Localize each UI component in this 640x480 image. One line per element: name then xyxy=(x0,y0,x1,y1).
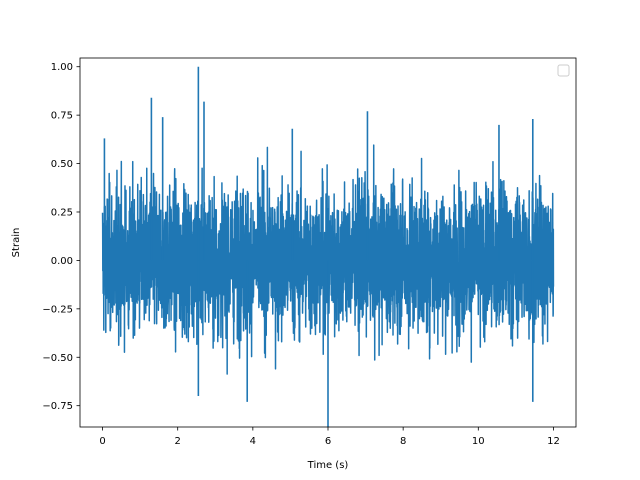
x-tick-label: 2 xyxy=(175,436,181,447)
y-axis-label: Strain xyxy=(11,228,22,258)
y-tick-label: 1.00 xyxy=(51,62,73,73)
y-tick-label: 0.75 xyxy=(51,111,73,122)
x-tick-label: 6 xyxy=(325,436,331,447)
peak-spikes xyxy=(103,66,534,427)
legend-box xyxy=(557,64,570,77)
y-axis: −0.75 −0.50 −0.25 0.00 0.25 0.50 0.75 1.00 xyxy=(42,62,80,412)
y-tick-label: 0.25 xyxy=(51,207,73,218)
y-tick-label: 0.50 xyxy=(51,159,73,170)
x-tick-label: 8 xyxy=(400,436,406,447)
y-tick-label: −0.75 xyxy=(42,401,73,412)
x-tick-label: 10 xyxy=(472,436,485,447)
x-axis: 0 2 4 6 8 10 12 xyxy=(99,427,560,447)
x-axis-label: Time (s) xyxy=(307,460,349,471)
x-tick-label: 4 xyxy=(250,436,256,447)
y-tick-label: −0.25 xyxy=(42,304,73,315)
x-tick-label: 12 xyxy=(547,436,560,447)
y-tick-label: 0.00 xyxy=(51,256,73,267)
y-tick-label: −0.50 xyxy=(42,353,73,364)
plot-area xyxy=(101,66,555,427)
x-tick-label: 0 xyxy=(99,436,105,447)
